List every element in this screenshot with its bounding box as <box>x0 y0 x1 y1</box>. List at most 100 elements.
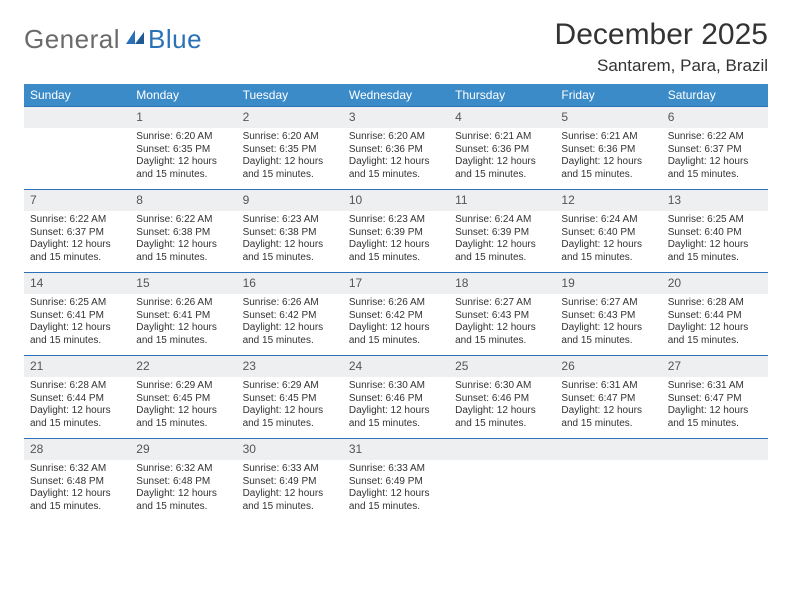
daylight-text: Daylight: 12 hours and 15 minutes. <box>136 239 230 264</box>
daylight-text: Daylight: 12 hours and 15 minutes. <box>455 239 549 264</box>
sunset-text: Sunset: 6:36 PM <box>561 144 655 157</box>
calendar-table: Sunday Monday Tuesday Wednesday Thursday… <box>24 84 768 521</box>
day-number: 31 <box>343 439 449 460</box>
day-number: 13 <box>662 190 768 211</box>
day-detail-cell: Sunrise: 6:29 AMSunset: 6:45 PMDaylight:… <box>130 377 236 439</box>
day-number-cell: 28 <box>24 439 130 461</box>
sunset-text: Sunset: 6:40 PM <box>668 227 762 240</box>
day-number-cell: 1 <box>130 107 236 129</box>
day-detail-cell <box>449 460 555 521</box>
day-number-cell: 4 <box>449 107 555 129</box>
day-header: Thursday <box>449 84 555 107</box>
title-block: December 2025 Santarem, Para, Brazil <box>555 18 768 76</box>
daylight-text: Daylight: 12 hours and 15 minutes. <box>349 488 443 513</box>
sunset-text: Sunset: 6:35 PM <box>243 144 337 157</box>
day-number: 12 <box>555 190 661 211</box>
day-number: 18 <box>449 273 555 294</box>
sunset-text: Sunset: 6:40 PM <box>561 227 655 240</box>
sunset-text: Sunset: 6:42 PM <box>243 310 337 323</box>
sunrise-text: Sunrise: 6:22 AM <box>136 214 230 227</box>
sunset-text: Sunset: 6:46 PM <box>349 393 443 406</box>
sunset-text: Sunset: 6:48 PM <box>136 476 230 489</box>
sunrise-text: Sunrise: 6:28 AM <box>30 380 124 393</box>
day-number <box>662 439 768 445</box>
sunrise-text: Sunrise: 6:24 AM <box>455 214 549 227</box>
sunset-text: Sunset: 6:38 PM <box>243 227 337 240</box>
daylight-text: Daylight: 12 hours and 15 minutes. <box>668 239 762 264</box>
day-detail-cell: Sunrise: 6:33 AMSunset: 6:49 PMDaylight:… <box>237 460 343 521</box>
sunrise-text: Sunrise: 6:27 AM <box>561 297 655 310</box>
day-detail-cell: Sunrise: 6:25 AMSunset: 6:40 PMDaylight:… <box>662 211 768 273</box>
logo-mark-icon <box>124 26 146 53</box>
sunrise-text: Sunrise: 6:20 AM <box>243 131 337 144</box>
day-number: 27 <box>662 356 768 377</box>
calendar-week-detail-row: Sunrise: 6:25 AMSunset: 6:41 PM Daylight:… <box>24 294 768 356</box>
sunset-text: Sunset: 6:44 PM <box>30 393 124 406</box>
calendar-week-daynum-row: 123456 <box>24 107 768 129</box>
day-number: 14 <box>24 273 130 294</box>
day-detail-cell <box>24 128 130 190</box>
day-number-cell: 21 <box>24 356 130 378</box>
day-detail-cell: Sunrise: 6:26 AMSunset: 6:42 PMDaylight:… <box>343 294 449 356</box>
day-number: 23 <box>237 356 343 377</box>
day-number-cell: 25 <box>449 356 555 378</box>
daylight-text: Daylight: 12 hours and 15 minutes. <box>561 322 655 347</box>
sunset-text: Sunset: 6:45 PM <box>136 393 230 406</box>
day-number-cell: 8 <box>130 190 236 212</box>
day-number-cell: 20 <box>662 273 768 295</box>
header: General Blue December 2025 Santarem, Par… <box>24 18 768 76</box>
day-number: 1 <box>130 107 236 128</box>
sunset-text: Sunset: 6:42 PM <box>349 310 443 323</box>
daylight-text: Daylight: 12 hours and 15 minutes. <box>30 488 124 513</box>
day-detail-cell: Sunrise: 6:31 AMSunset: 6:47 PMDaylight:… <box>555 377 661 439</box>
day-number-cell: 15 <box>130 273 236 295</box>
sunrise-text: Sunrise: 6:21 AM <box>455 131 549 144</box>
day-detail-cell: Sunrise: 6:26 AMSunset: 6:42 PMDaylight:… <box>237 294 343 356</box>
daylight-text: Daylight: 12 hours and 15 minutes. <box>136 405 230 430</box>
calendar-week-detail-row: Sunrise: 6:32 AMSunset: 6:48 PMDaylight:… <box>24 460 768 521</box>
day-number-cell: 31 <box>343 439 449 461</box>
sunrise-text: Sunrise: 6:30 AM <box>455 380 549 393</box>
day-detail-cell: Sunrise: 6:22 AMSunset: 6:38 PMDaylight:… <box>130 211 236 273</box>
daylight-text: Daylight: 12 hours and 15 minutes. <box>455 405 549 430</box>
sunset-text: Sunset: 6:39 PM <box>455 227 549 240</box>
sunrise-text: Sunrise: 6:24 AM <box>561 214 655 227</box>
daylight-text: Daylight: 12 hours and 15 minutes. <box>455 322 549 347</box>
day-number-cell: 27 <box>662 356 768 378</box>
sunrise-text: Sunrise: 6:31 AM <box>668 380 762 393</box>
page-location: Santarem, Para, Brazil <box>555 56 768 76</box>
sunset-text: Sunset: 6:38 PM <box>136 227 230 240</box>
sunset-text: Sunset: 6:41 PM <box>30 310 124 323</box>
sunrise-text: Sunrise: 6:31 AM <box>561 380 655 393</box>
day-header: Wednesday <box>343 84 449 107</box>
sunrise-text: Sunrise: 6:22 AM <box>30 214 124 227</box>
daylight-text: Daylight: 12 hours and 15 minutes. <box>30 239 124 264</box>
sunrise-text: Sunrise: 6:25 AM <box>30 297 124 310</box>
logo: General Blue <box>24 24 202 55</box>
day-detail-cell: Sunrise: 6:30 AMSunset: 6:46 PMDaylight:… <box>449 377 555 439</box>
sunset-text: Sunset: 6:47 PM <box>668 393 762 406</box>
day-number-cell: 3 <box>343 107 449 129</box>
day-header-row: Sunday Monday Tuesday Wednesday Thursday… <box>24 84 768 107</box>
day-number <box>449 439 555 445</box>
day-number-cell: 9 <box>237 190 343 212</box>
daylight-text: Daylight: 12 hours and 15 minutes. <box>136 488 230 513</box>
sunrise-text: Sunrise: 6:29 AM <box>243 380 337 393</box>
calendar-week-daynum-row: 21222324252627 <box>24 356 768 378</box>
day-header: Friday <box>555 84 661 107</box>
day-number: 28 <box>24 439 130 460</box>
day-detail-cell: Sunrise: 6:27 AMSunset: 6:43 PMDaylight:… <box>555 294 661 356</box>
logo-text-blue: Blue <box>148 24 202 55</box>
calendar-week-detail-row: Sunrise: 6:22 AMSunset: 6:37 PMDaylight:… <box>24 211 768 273</box>
daylight-text: Daylight: 12 hours and 15 minutes. <box>349 239 443 264</box>
sunset-text: Sunset: 6:35 PM <box>136 144 230 157</box>
sunrise-text: Sunrise: 6:23 AM <box>349 214 443 227</box>
sunset-text: Sunset: 6:46 PM <box>455 393 549 406</box>
sunset-text: Sunset: 6:49 PM <box>243 476 337 489</box>
calendar-week-daynum-row: 14151617181920 <box>24 273 768 295</box>
day-number-cell: 11 <box>449 190 555 212</box>
day-number-cell: 14 <box>24 273 130 295</box>
daylight-text: Daylight: 12 hours and 15 minutes. <box>30 405 124 430</box>
day-number <box>24 107 130 113</box>
day-detail-cell: Sunrise: 6:28 AMSunset: 6:44 PMDaylight:… <box>24 377 130 439</box>
